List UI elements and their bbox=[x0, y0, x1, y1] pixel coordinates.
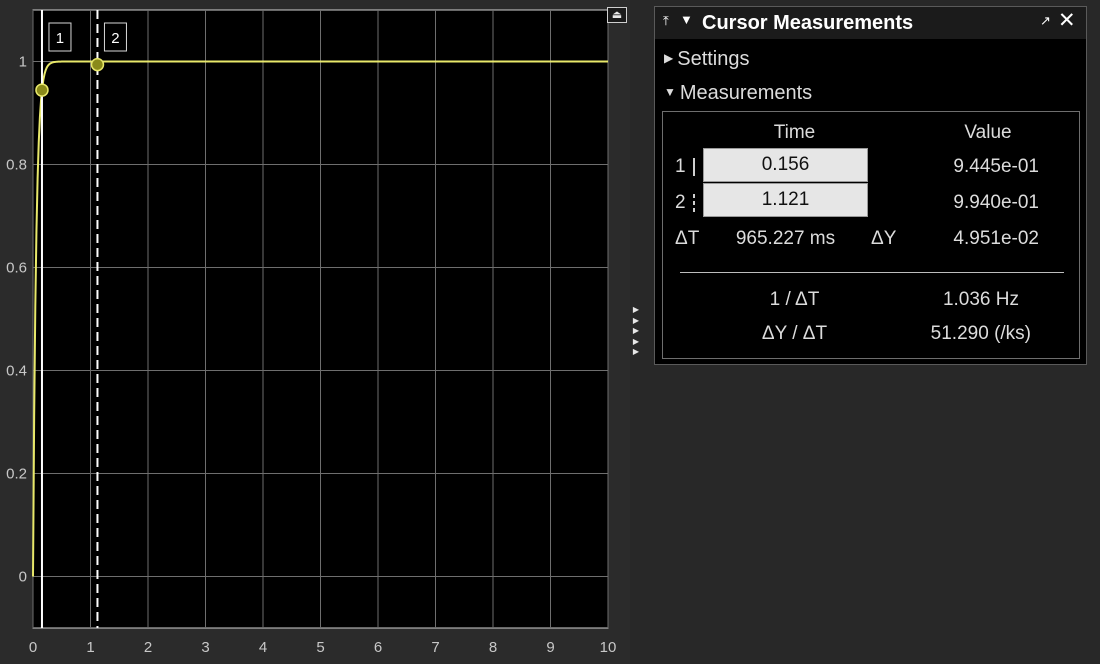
delta-y-value: 4.951e-02 bbox=[953, 228, 1039, 249]
delta-y-label: ΔY bbox=[871, 228, 897, 249]
x-tick-label: 1 bbox=[86, 639, 94, 656]
y-tick-label: 0.4 bbox=[6, 363, 27, 380]
cursor-2-value: 9.940e-01 bbox=[953, 192, 1039, 213]
panel-menu-icon[interactable]: ▼ bbox=[680, 12, 693, 27]
dashed-cursor-icon bbox=[693, 194, 695, 212]
y-tick-label: 0 bbox=[19, 569, 27, 586]
measurements-table: Time Value 1 0.156 9.445e-01 2 1.121 9.9… bbox=[662, 111, 1080, 359]
close-icon[interactable]: ✕ bbox=[1058, 9, 1076, 32]
cursor-1-marker bbox=[35, 83, 49, 97]
slope-label: ΔY / ΔT bbox=[761, 323, 828, 344]
y-tick-label: 1 bbox=[19, 54, 27, 71]
x-tick-label: 6 bbox=[374, 639, 382, 656]
collapse-triangle-icon: ▼ bbox=[664, 85, 676, 99]
solid-cursor-icon bbox=[693, 158, 695, 176]
axis-ticks: 0 1 2 3 4 5 6 7 8 9 10 0 0.2 0.4 0.6 0.8 1 bbox=[6, 54, 616, 657]
slope-value: 51.290 (/ks) bbox=[930, 323, 1031, 344]
cursor-measurements-panel: ⤒ ▼ Cursor Measurements ↗ ✕ ▶ Settings ▼ M… bbox=[654, 6, 1087, 365]
x-tick-label: 7 bbox=[431, 639, 439, 656]
collapse-panel-arrows-icon[interactable]: ▶ ▶ ▶ ▶ ▶ bbox=[632, 305, 640, 356]
panel-title: Cursor Measurements bbox=[702, 12, 914, 34]
y-tick-label: 0.2 bbox=[6, 466, 27, 483]
cursor-2-marker bbox=[90, 57, 105, 72]
cursor-1-time-field[interactable]: 0.156 bbox=[703, 148, 868, 182]
restore-icon[interactable]: ↗ bbox=[1040, 13, 1051, 28]
value-header: Value bbox=[964, 122, 1012, 143]
inverse-delta-t-label: 1 / ΔT bbox=[769, 289, 820, 310]
pin-icon[interactable]: ⤒ bbox=[663, 13, 669, 28]
cursor-2-index: 2 bbox=[675, 192, 686, 213]
x-tick-label: 4 bbox=[259, 639, 267, 656]
settings-section-toggle[interactable]: ▶ Settings bbox=[664, 48, 750, 71]
cursor-1-tag[interactable] bbox=[48, 22, 72, 52]
measurements-section-toggle[interactable]: ▼ Measurements bbox=[664, 82, 812, 105]
x-tick-label: 3 bbox=[201, 639, 209, 656]
delta-t-value: 965.227 ms bbox=[735, 228, 836, 249]
cursor-1-tag-label: 1 bbox=[56, 30, 64, 47]
measurements-label: Measurements bbox=[679, 82, 813, 104]
x-tick-label: 10 bbox=[600, 639, 617, 656]
x-tick-label: 8 bbox=[489, 639, 497, 656]
y-tick-label: 0.6 bbox=[6, 260, 27, 277]
expand-triangle-icon: ▶ bbox=[664, 51, 674, 65]
x-tick-label: 2 bbox=[144, 639, 152, 656]
cursor-1-index: 1 bbox=[675, 156, 686, 177]
inverse-delta-t-value: 1.036 Hz bbox=[942, 289, 1019, 310]
signal-line bbox=[32, 60, 608, 577]
cursor-2-tag-label: 2 bbox=[111, 30, 119, 47]
cursor-1-value: 9.445e-01 bbox=[953, 156, 1039, 177]
x-tick-label: 0 bbox=[29, 639, 37, 656]
settings-label: Settings bbox=[677, 48, 750, 70]
time-header: Time bbox=[773, 122, 816, 143]
x-tick-label: 5 bbox=[316, 639, 324, 656]
undock-icon[interactable]: ⏏ bbox=[607, 7, 627, 23]
divider bbox=[680, 272, 1064, 273]
cursor-2-time-field[interactable]: 1.121 bbox=[703, 183, 868, 217]
cursor-2-tag[interactable] bbox=[103, 22, 127, 52]
x-tick-label: 9 bbox=[546, 639, 554, 656]
delta-t-label: ΔT bbox=[675, 228, 700, 249]
panel-header: ⤒ ▼ Cursor Measurements ↗ ✕ bbox=[655, 7, 1086, 39]
y-tick-label: 0.8 bbox=[6, 157, 27, 174]
